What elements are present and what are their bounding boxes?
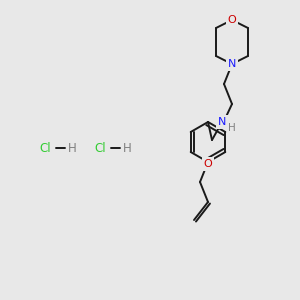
Text: Cl: Cl bbox=[94, 142, 106, 154]
Text: H: H bbox=[68, 142, 76, 154]
Text: N: N bbox=[218, 117, 226, 127]
Text: H: H bbox=[123, 142, 131, 154]
Text: Cl: Cl bbox=[39, 142, 51, 154]
Text: O: O bbox=[228, 15, 236, 25]
Text: N: N bbox=[228, 59, 236, 69]
Text: O: O bbox=[204, 159, 212, 169]
Text: H: H bbox=[228, 123, 236, 133]
